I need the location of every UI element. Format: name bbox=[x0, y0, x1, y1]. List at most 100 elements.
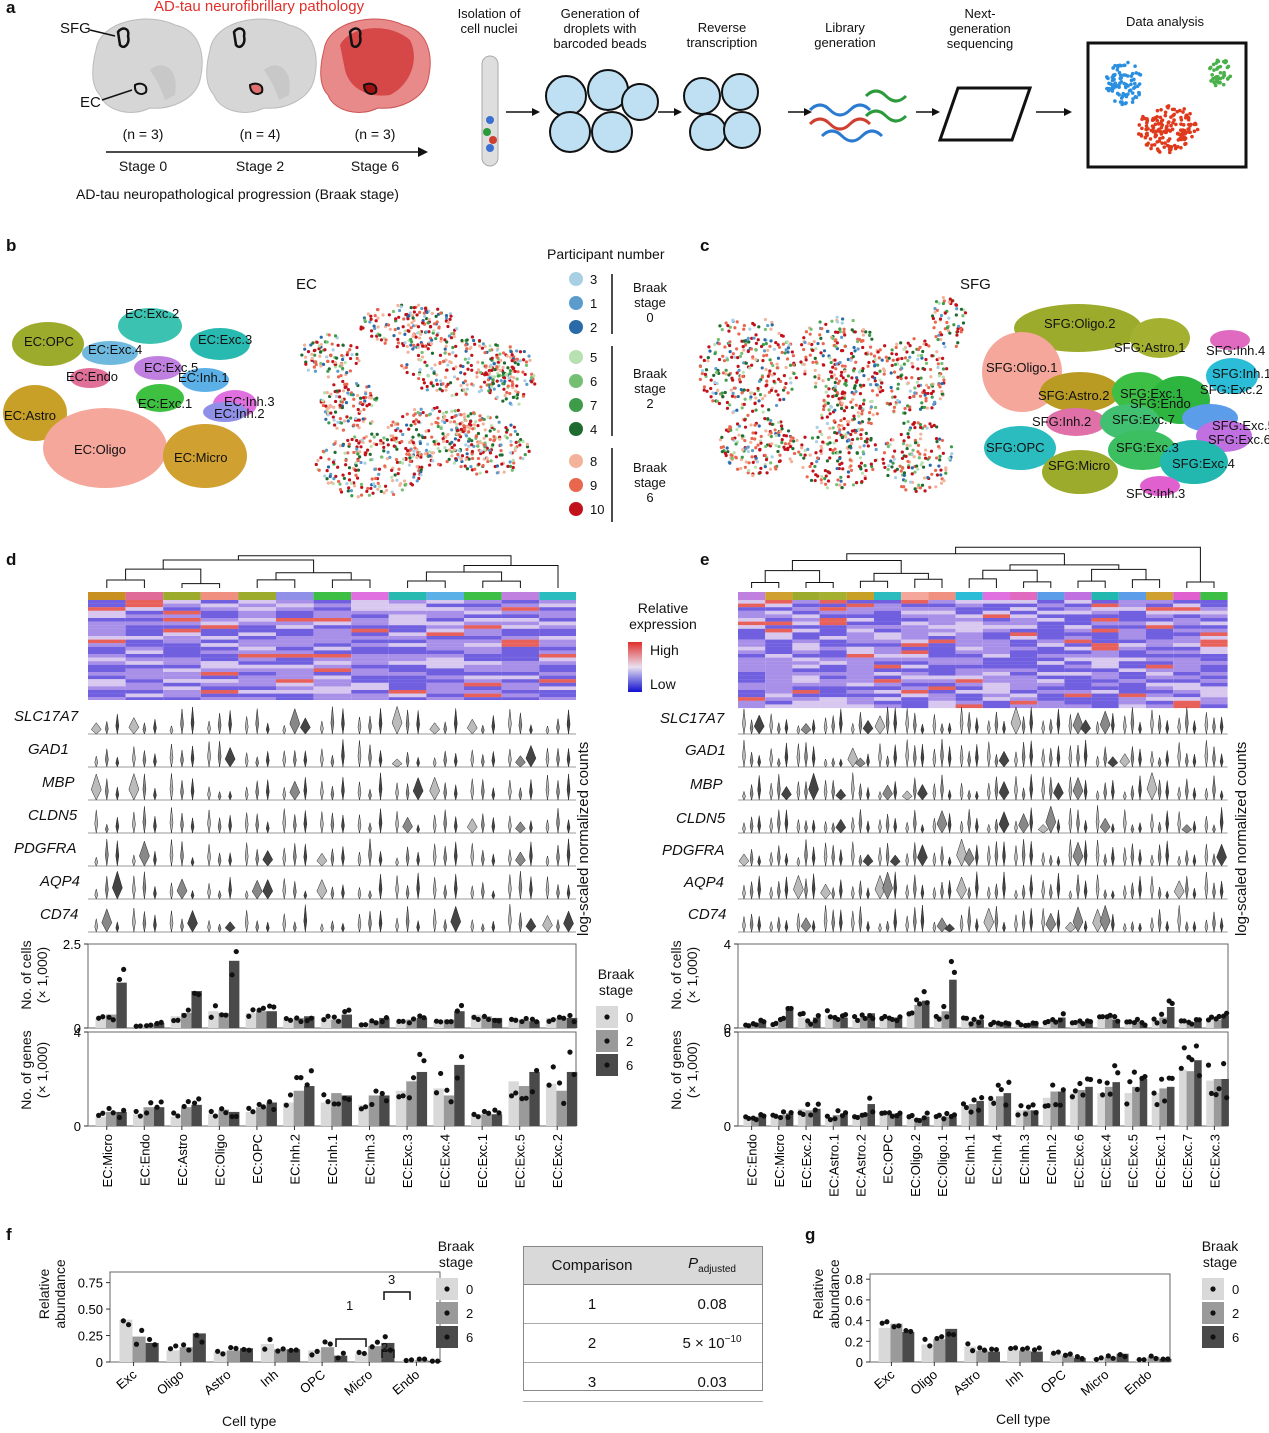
heatmap-cell bbox=[1200, 607, 1228, 611]
heatmap-cell bbox=[351, 628, 389, 633]
violin bbox=[94, 856, 99, 867]
heatmap-cell bbox=[1010, 643, 1038, 647]
cell-dot bbox=[334, 474, 338, 478]
cell-dot bbox=[945, 367, 949, 371]
violin bbox=[936, 917, 948, 933]
cell-dot bbox=[445, 459, 449, 464]
cell-dot bbox=[822, 349, 827, 353]
cell-dot bbox=[809, 327, 813, 331]
cell-dot bbox=[939, 313, 944, 318]
data-point bbox=[1165, 104, 1170, 109]
cell-dot bbox=[783, 442, 788, 446]
panel-label-f: f bbox=[6, 1225, 12, 1244]
data-point bbox=[1126, 84, 1130, 88]
heatmap-cell bbox=[1118, 603, 1146, 608]
sfg-cluster-label: SFG:Endo bbox=[1130, 396, 1191, 411]
cell-dot bbox=[457, 448, 461, 453]
cell-dot bbox=[369, 444, 373, 449]
cell-dot bbox=[747, 340, 751, 344]
data-point bbox=[1018, 1022, 1024, 1028]
cell-dot bbox=[421, 435, 425, 440]
cell-dot bbox=[414, 335, 418, 339]
cell-dot bbox=[374, 442, 379, 447]
heatmap-cell bbox=[1010, 654, 1038, 658]
heatmap-cell bbox=[1010, 686, 1038, 691]
heatmap-cell bbox=[501, 661, 540, 665]
cell-dot bbox=[413, 422, 417, 426]
heatmap-cell bbox=[200, 632, 239, 637]
cell-dot bbox=[339, 421, 344, 425]
cell-dot bbox=[409, 343, 413, 347]
heatmap-cell bbox=[88, 625, 126, 629]
heatmap-cell bbox=[1118, 664, 1146, 669]
cell-dot bbox=[784, 365, 788, 370]
cell-dot bbox=[716, 388, 720, 393]
violin bbox=[556, 718, 560, 735]
data-point bbox=[196, 991, 202, 998]
cell-dot bbox=[766, 348, 770, 353]
data-point bbox=[110, 1110, 116, 1116]
cell-dot bbox=[905, 350, 909, 354]
cell-dot bbox=[916, 450, 920, 454]
cell-dot bbox=[373, 313, 377, 318]
braak-group-0: Braak stage 0 bbox=[633, 280, 667, 325]
heatmap-cell bbox=[738, 610, 766, 615]
cell-dot bbox=[513, 361, 517, 365]
heatmap-cell bbox=[88, 657, 126, 662]
cell-dot bbox=[737, 332, 741, 336]
cell-dot bbox=[463, 379, 467, 383]
cell-dot bbox=[325, 469, 329, 473]
cell-dot bbox=[939, 468, 943, 472]
cell-dot bbox=[837, 379, 842, 383]
bar bbox=[1058, 1017, 1066, 1028]
violin bbox=[858, 906, 863, 933]
violin bbox=[443, 721, 447, 735]
cell-dot bbox=[876, 350, 880, 354]
reverse-transcription-illustration bbox=[683, 73, 761, 151]
data-point bbox=[1158, 121, 1162, 126]
gene-label: SLC17A7 bbox=[660, 710, 725, 727]
cell-dot bbox=[918, 422, 923, 427]
cell-dot bbox=[505, 354, 509, 358]
cell-dot bbox=[750, 436, 754, 441]
cell-dot bbox=[448, 312, 453, 316]
data-point bbox=[396, 1094, 402, 1100]
cell-dot bbox=[925, 406, 930, 410]
cell-dot bbox=[521, 370, 525, 374]
violin bbox=[1041, 748, 1045, 768]
cell-dot bbox=[390, 490, 394, 494]
violin bbox=[1119, 753, 1131, 768]
cell-dot bbox=[518, 359, 523, 363]
cell-dot bbox=[379, 338, 384, 342]
violin bbox=[753, 714, 765, 735]
violin bbox=[265, 722, 270, 735]
cluster-blob bbox=[1042, 450, 1118, 494]
data-point bbox=[1170, 107, 1175, 112]
cell-dot bbox=[907, 435, 911, 439]
data-point bbox=[1134, 1016, 1141, 1022]
data-point bbox=[96, 1112, 102, 1118]
cell-dot bbox=[869, 405, 873, 409]
violin bbox=[1204, 919, 1209, 933]
data-point bbox=[331, 1101, 337, 1107]
cell-dot bbox=[397, 308, 402, 313]
cell-dot bbox=[886, 444, 890, 449]
cell-dot bbox=[704, 368, 709, 372]
cell-dot bbox=[470, 382, 474, 386]
heatmap-cell bbox=[351, 610, 389, 615]
cell-dot bbox=[318, 354, 322, 358]
dendrogram-branch bbox=[125, 568, 202, 584]
heatmap-cell bbox=[464, 643, 502, 647]
heatmap-cell bbox=[125, 657, 164, 662]
heatmap-cell bbox=[765, 672, 793, 676]
heatmap-cell bbox=[426, 621, 464, 626]
heatmap-cell bbox=[1118, 693, 1146, 698]
violin bbox=[823, 717, 828, 735]
data-point bbox=[144, 1023, 150, 1029]
cell-dot bbox=[916, 353, 921, 358]
violin bbox=[1041, 908, 1045, 933]
cell-dot bbox=[453, 414, 457, 418]
cell-dot bbox=[954, 313, 958, 317]
cell-dot bbox=[349, 481, 354, 485]
violin bbox=[1150, 813, 1154, 834]
